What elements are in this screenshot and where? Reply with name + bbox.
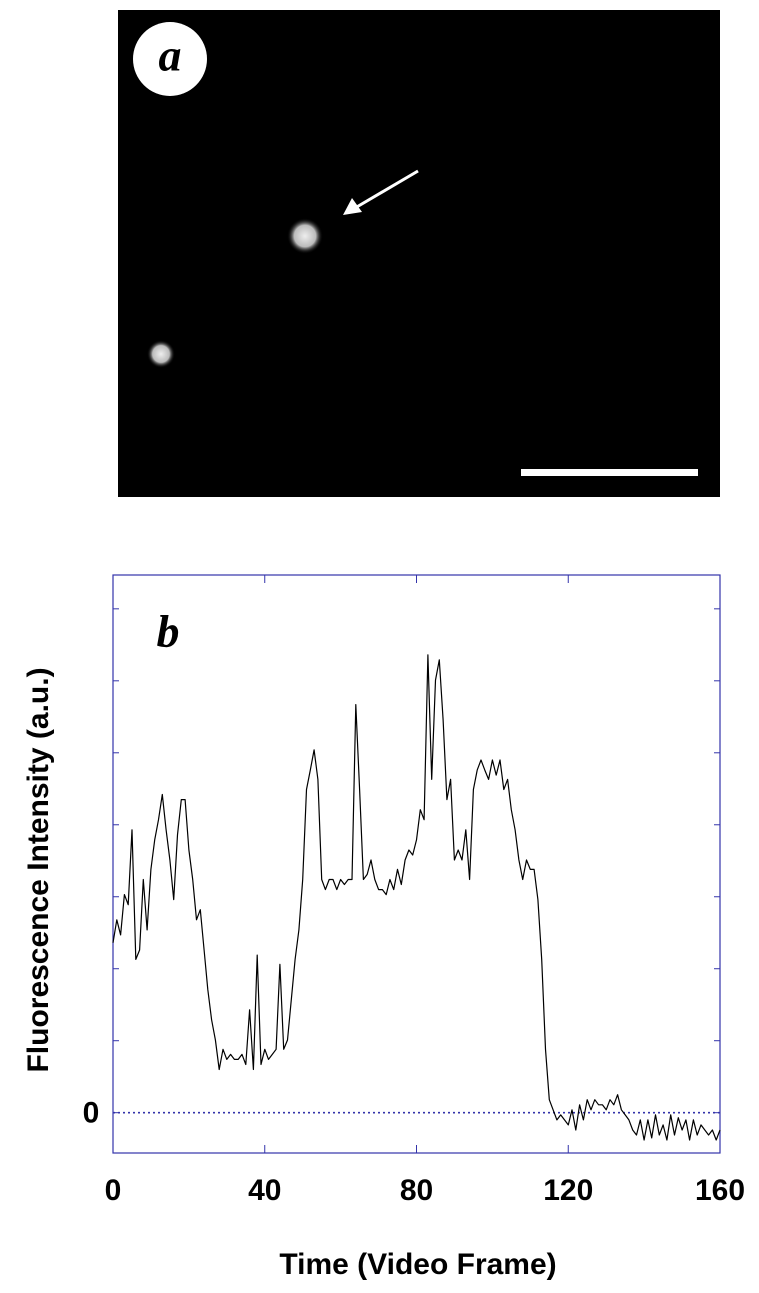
x-tick-label: 40 [248,1174,281,1207]
bright-spot [147,340,175,368]
panel-label: a [159,30,182,81]
x-tick-label: 80 [400,1174,433,1207]
y-axis-label: Fluorescence Intensity (a.u.) [22,667,55,1072]
plot-frame [112,574,721,1154]
image-panel: a [118,10,720,497]
chart: 0 0 40 80 120 160 Time (Video Frame) Fluorescen… [22,574,745,1281]
label-badge [133,22,207,96]
x-tick-label: 160 [695,1174,745,1207]
intensity-trace [112,654,721,1141]
y-tick-label: 0 [83,1097,100,1130]
micrograph [118,10,720,497]
panel-label: b [157,606,180,657]
x-axis-label: Time (Video Frame) [279,1248,556,1281]
bright-spot [287,218,323,254]
x-tick-label: 0 [105,1174,122,1207]
arrow-shaft [354,169,419,210]
arrow-head [343,198,362,215]
x-tick-label: 120 [543,1174,593,1207]
scale-bar [521,469,698,476]
